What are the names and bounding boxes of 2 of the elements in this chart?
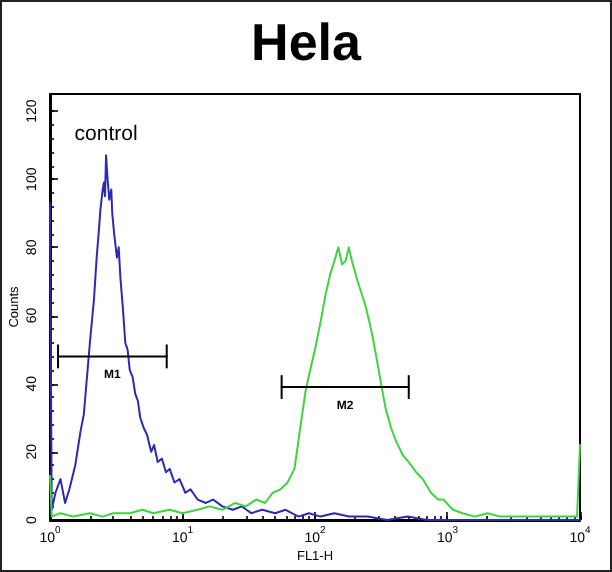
- chart-title: Hela: [251, 12, 362, 72]
- series-label: control: [74, 122, 138, 147]
